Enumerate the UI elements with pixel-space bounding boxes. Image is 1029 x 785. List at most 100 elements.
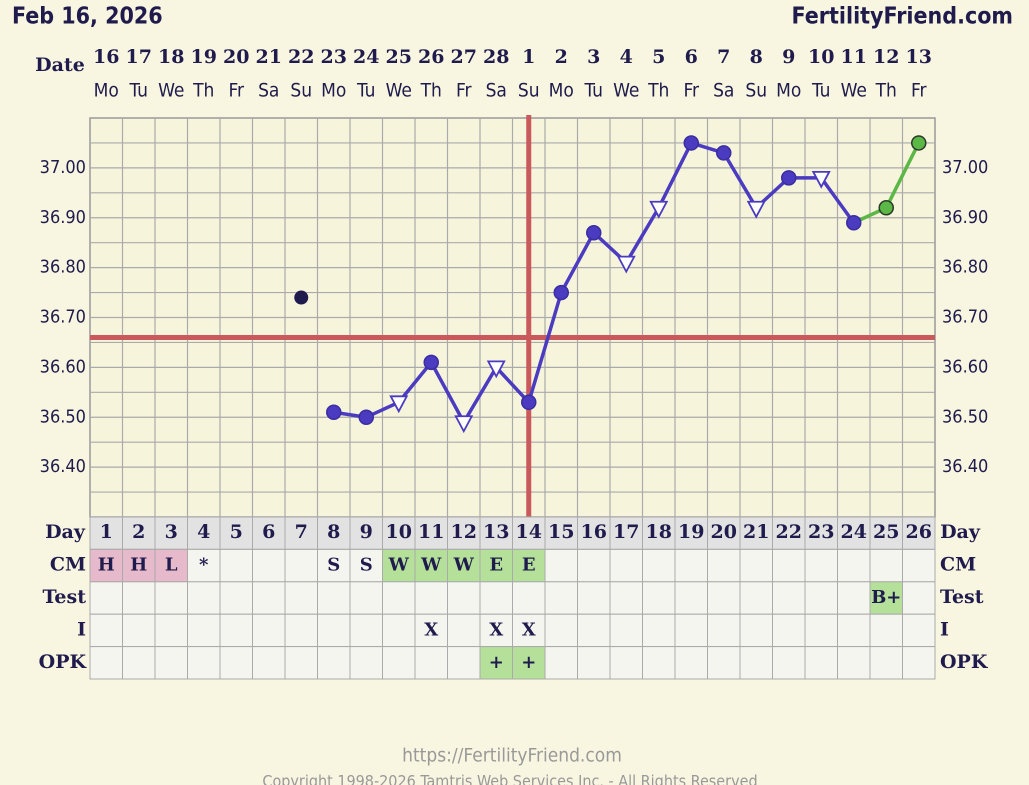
- table-cell: [122, 646, 156, 680]
- y-tick-label: 36.90: [40, 207, 86, 228]
- date-label: 8: [750, 46, 763, 68]
- day-number: 20: [711, 521, 737, 543]
- date-label: 3: [587, 46, 600, 68]
- y-tick-label-right: 36.40: [942, 456, 988, 477]
- circle-marker: [553, 284, 569, 301]
- table-cell: [674, 646, 708, 680]
- cell-text: E: [522, 555, 536, 576]
- day-number: 18: [646, 521, 672, 543]
- cell-text: H: [130, 555, 147, 576]
- table-cell: [122, 613, 156, 648]
- table-cell: [902, 548, 936, 583]
- y-tick-label: 36.50: [40, 406, 86, 427]
- table-cell: [187, 646, 221, 680]
- line-segment: [722, 152, 758, 209]
- table-cell: [739, 581, 773, 615]
- date-label: 4: [620, 46, 633, 68]
- table-cell: [154, 613, 188, 648]
- circle-marker: [683, 135, 699, 151]
- date-label: 12: [873, 46, 899, 68]
- cell-text: X: [522, 619, 536, 640]
- date-label: 17: [126, 46, 152, 68]
- cell-text: +: [489, 652, 504, 673]
- weekday-label: Fr: [456, 80, 472, 102]
- day-number: 13: [483, 521, 509, 543]
- copyright: Copyright 1998-2026 Tamtris Web Services…: [262, 772, 757, 785]
- weekday-label: Tu: [356, 80, 375, 102]
- table-cell: [382, 581, 416, 615]
- table-cell: [382, 613, 416, 648]
- table-cell: [642, 646, 676, 680]
- table-cell: [577, 613, 611, 648]
- table-cell: [609, 613, 643, 648]
- line-segment: [494, 366, 531, 404]
- cell-text: X: [489, 619, 503, 640]
- table-cell: [804, 646, 838, 680]
- day-number: 21: [743, 521, 769, 543]
- day-label-right: Day: [940, 521, 981, 543]
- table-cell: [804, 548, 838, 583]
- day-number: 25: [873, 521, 899, 543]
- table-cell: [219, 548, 253, 583]
- cell-text: S: [327, 555, 340, 576]
- table-cell: [544, 613, 578, 648]
- date-label: 5: [652, 46, 665, 68]
- table-cell: [674, 613, 708, 648]
- line-segment: [624, 206, 661, 264]
- day-number: 3: [165, 521, 178, 543]
- table-cell: [252, 581, 286, 615]
- table-cell: [804, 581, 838, 615]
- weekday-label: Fr: [684, 80, 700, 102]
- table-cell: [122, 581, 156, 615]
- table-cell: [284, 548, 318, 583]
- table-cell: [89, 548, 123, 583]
- weekday-label: Tu: [811, 80, 830, 102]
- circle-marker: [423, 354, 439, 371]
- table-cell: [447, 581, 481, 615]
- table-cell: [187, 613, 221, 648]
- cell-text: E: [489, 555, 503, 576]
- table-cell: [122, 548, 156, 583]
- table-cell: [642, 581, 676, 615]
- triangle-marker: [454, 415, 474, 434]
- table-cell: [642, 548, 676, 583]
- triangle-marker: [486, 360, 506, 379]
- day-number: 7: [295, 521, 308, 543]
- date-label: 6: [685, 46, 698, 68]
- table-cell: [382, 646, 416, 680]
- table-cell: [739, 613, 773, 648]
- row-label: I: [77, 618, 86, 640]
- y-tick-label-right: 37.00: [942, 157, 988, 178]
- day-number: 8: [327, 521, 340, 543]
- weekday-label: Su: [518, 80, 540, 102]
- weekday-label: Fr: [911, 80, 927, 102]
- table-cell: [902, 646, 936, 680]
- line-segment: [462, 366, 498, 424]
- table-cell: [512, 548, 546, 583]
- date-label: 13: [906, 46, 932, 68]
- day-number: 19: [678, 521, 704, 543]
- date-label: 9: [782, 46, 795, 68]
- cell-text: +: [521, 652, 536, 673]
- weekday-label: Mo: [94, 80, 119, 102]
- y-tick-label: 36.60: [40, 356, 86, 377]
- triangle-marker: [616, 255, 636, 274]
- weekday-label: We: [386, 80, 412, 102]
- table-cell: [187, 581, 221, 615]
- day-number: 14: [516, 521, 542, 543]
- table-cell: [674, 581, 708, 615]
- table-cell: [219, 613, 253, 648]
- cell-text: L: [165, 555, 178, 576]
- date-label: 2: [555, 46, 568, 68]
- table-cell: [707, 613, 741, 648]
- table-cell: [512, 581, 546, 615]
- row-label-right: CM: [940, 554, 976, 576]
- cell-text: *: [199, 555, 209, 576]
- day-number: 16: [581, 521, 607, 543]
- y-tick-label: 37.00: [40, 157, 86, 178]
- circle-marker: [358, 409, 374, 425]
- line-segment: [657, 142, 693, 209]
- circle-marker: [911, 135, 927, 151]
- table-cell: [414, 548, 448, 583]
- table-cell: [544, 646, 578, 680]
